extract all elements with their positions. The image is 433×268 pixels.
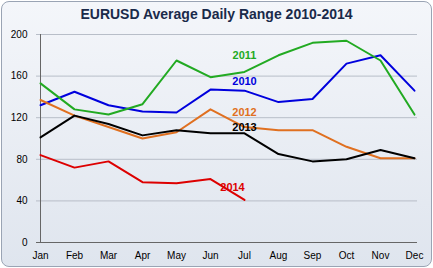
svg-text:Jul: Jul bbox=[238, 250, 251, 261]
svg-text:Apr: Apr bbox=[135, 250, 151, 261]
svg-text:2012: 2012 bbox=[232, 106, 256, 118]
svg-text:Dec: Dec bbox=[406, 250, 424, 261]
svg-text:Jun: Jun bbox=[202, 250, 218, 261]
svg-text:May: May bbox=[167, 250, 186, 261]
svg-text:Mar: Mar bbox=[100, 250, 118, 261]
svg-text:120: 120 bbox=[11, 112, 28, 123]
svg-text:80: 80 bbox=[16, 154, 28, 165]
svg-text:40: 40 bbox=[16, 195, 28, 206]
svg-text:2013: 2013 bbox=[232, 121, 256, 133]
svg-text:Feb: Feb bbox=[66, 250, 84, 261]
svg-text:0: 0 bbox=[22, 237, 28, 248]
svg-text:Oct: Oct bbox=[339, 250, 355, 261]
svg-text:Nov: Nov bbox=[372, 250, 390, 261]
svg-text:2011: 2011 bbox=[233, 49, 257, 61]
svg-text:Jan: Jan bbox=[32, 250, 48, 261]
svg-text:Aug: Aug bbox=[270, 250, 288, 261]
svg-text:160: 160 bbox=[11, 70, 28, 81]
svg-text:2014: 2014 bbox=[220, 181, 245, 193]
html-text:EURUSD Average Daily Range 201: EURUSD Average Daily Range 2010-2014 bbox=[80, 6, 353, 22]
svg-text:Sep: Sep bbox=[304, 250, 322, 261]
svg-text:200: 200 bbox=[11, 29, 28, 40]
svg-text:2010: 2010 bbox=[232, 75, 256, 87]
